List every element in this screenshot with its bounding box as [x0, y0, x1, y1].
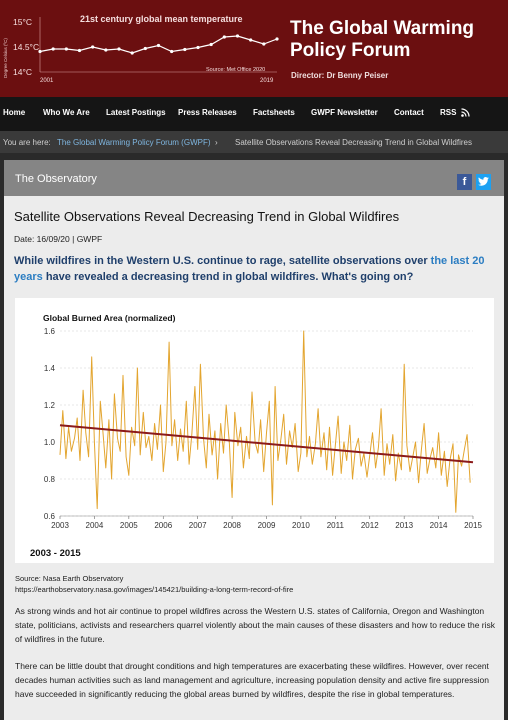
facebook-icon[interactable]: f: [457, 174, 472, 190]
source-credit: Source: Nasa Earth Observatory: [15, 574, 124, 583]
x-tick-label: 2012: [361, 521, 379, 530]
trend-line: [59, 424, 474, 464]
site-title[interactable]: The Global Warming Policy Forum: [290, 18, 475, 61]
mini-temperature-point: [235, 34, 240, 38]
burned-area-chart-svg: Global Burned Area (normalized) 0.6 0.8 1.0…: [43, 313, 482, 530]
mini-temperature-point: [104, 48, 108, 52]
lead-part-c: have revealed a decreasing trend in glob…: [42, 271, 414, 283]
burned-area-chart: Global Burned Area (normalized) 0.6 0.8 1.0…: [15, 298, 494, 563]
mini-temperature-point: [38, 49, 42, 54]
nav-latest-postings[interactable]: Latest Postings: [106, 108, 166, 117]
mini-chart-source: Source: Met Office 2020: [206, 67, 266, 73]
source-url[interactable]: https://earthobservatory.nasa.gov/images…: [15, 585, 294, 594]
content-panel: The Observatory f Satellite Observations…: [4, 160, 504, 720]
x-tick-label: 2007: [189, 521, 207, 530]
nav-factsheets[interactable]: Factsheets: [253, 108, 295, 117]
article-lead: While wildfires in the Western U.S. cont…: [14, 253, 496, 285]
lead-part-a: While wildfires in the Western U.S. cont…: [14, 255, 431, 267]
x-tick-label: 2010: [292, 521, 310, 530]
mini-temperature-point: [117, 47, 121, 51]
twitter-icon[interactable]: [476, 174, 491, 190]
article-meta: Date: 16/09/20 | GWPF: [14, 234, 103, 244]
x-tick-label: 2005: [120, 521, 138, 530]
mini-y-tick: 14°C: [13, 67, 32, 77]
y-tick-label: 0.6: [44, 512, 56, 521]
x-tick-label: 2009: [258, 521, 276, 530]
mini-chart-title: 21st century global mean temperature: [80, 14, 243, 24]
x-tick-label: 2014: [430, 521, 448, 530]
chart-title: Global Burned Area (normalized): [43, 313, 176, 323]
mini-temperature-point: [222, 35, 226, 39]
mini-temperature-point: [51, 47, 55, 51]
mini-temperature-point: [209, 42, 213, 47]
y-tick-label: 0.8: [44, 475, 56, 484]
x-tick-label: 2013: [395, 521, 413, 530]
y-tick-label: 1.6: [44, 327, 56, 336]
breadcrumb-current: Satellite Observations Reveal Decreasing…: [235, 138, 472, 147]
mini-temperature-point: [77, 48, 82, 53]
mini-x-tick: 2019: [260, 78, 274, 84]
nav-press-releases[interactable]: Press Releases: [178, 108, 237, 117]
mini-y-tick: 15°C: [13, 17, 32, 27]
section-header: The Observatory f: [4, 160, 504, 196]
twitter-bird-glyph: [478, 177, 489, 186]
mini-temperature-point: [275, 37, 279, 41]
breadcrumb-link-home[interactable]: The Global Warming Policy Forum (GWPF): [57, 138, 211, 147]
article-paragraph-2: There can be little doubt that drought c…: [15, 661, 489, 699]
breadcrumb-prefix: You are here:: [3, 138, 51, 147]
x-tick-label: 2006: [154, 521, 172, 530]
main-nav: Home Who We Are Latest Postings Press Re…: [0, 97, 508, 131]
x-tick-label: 2015: [464, 521, 482, 530]
mini-y-tick: 14.5°C: [13, 42, 39, 52]
mini-temperature-point: [249, 38, 253, 42]
nav-gwpf-newsletter[interactable]: GWPF Newsletter: [311, 108, 378, 117]
section-title[interactable]: The Observatory: [15, 173, 97, 185]
nav-rss[interactable]: RSS: [440, 108, 470, 117]
mini-temperature-point: [170, 49, 174, 54]
lead-highlight: the last 20 years: [14, 255, 485, 283]
breadcrumb-separator: ›: [215, 138, 218, 147]
breadcrumb: You are here: The Global Warming Policy …: [0, 131, 508, 153]
mini-temperature-point: [156, 43, 161, 48]
mini-y-axis-label: Degree Celsius (ºC): [3, 38, 8, 78]
nav-rss-label: RSS: [440, 108, 457, 117]
burned-area-series-line: [59, 330, 471, 513]
article-paragraph-1: As strong winds and hot air continue to …: [15, 606, 496, 644]
x-tick-label: 2003: [51, 521, 69, 530]
mini-temperature-point: [130, 51, 134, 55]
nav-who-we-are[interactable]: Who We Are: [43, 108, 90, 117]
mini-temperature-point: [196, 45, 200, 50]
chart-period-label: 2003 - 2015: [30, 548, 81, 559]
site-header: 15°C 14.5°C 14°C Degree Celsius (ºC) 2001 201…: [0, 0, 508, 97]
mini-temperature-point: [183, 47, 187, 52]
mini-temperature-point: [143, 46, 147, 51]
mini-temperature-point: [91, 45, 95, 49]
temperature-mini-chart: 15°C 14.5°C 14°C Degree Celsius (ºC) 2001 201…: [3, 17, 279, 84]
article-title: Satellite Observations Reveal Decreasing…: [14, 209, 400, 224]
mini-x-tick: 2001: [40, 78, 54, 84]
x-tick-label: 2011: [327, 521, 345, 530]
y-tick-label: 1.2: [44, 401, 56, 410]
y-tick-label: 1.4: [44, 364, 56, 373]
rss-icon: [460, 108, 470, 117]
mini-temperature-point: [262, 42, 266, 46]
x-tick-label: 2008: [223, 521, 241, 530]
y-tick-label: 1.0: [44, 438, 56, 447]
nav-contact[interactable]: Contact: [394, 108, 424, 117]
x-tick-label: 2004: [86, 521, 104, 530]
nav-home[interactable]: Home: [3, 108, 26, 117]
site-director: Director: Dr Benny Peiser: [291, 71, 389, 80]
mini-temperature-point: [64, 47, 68, 51]
